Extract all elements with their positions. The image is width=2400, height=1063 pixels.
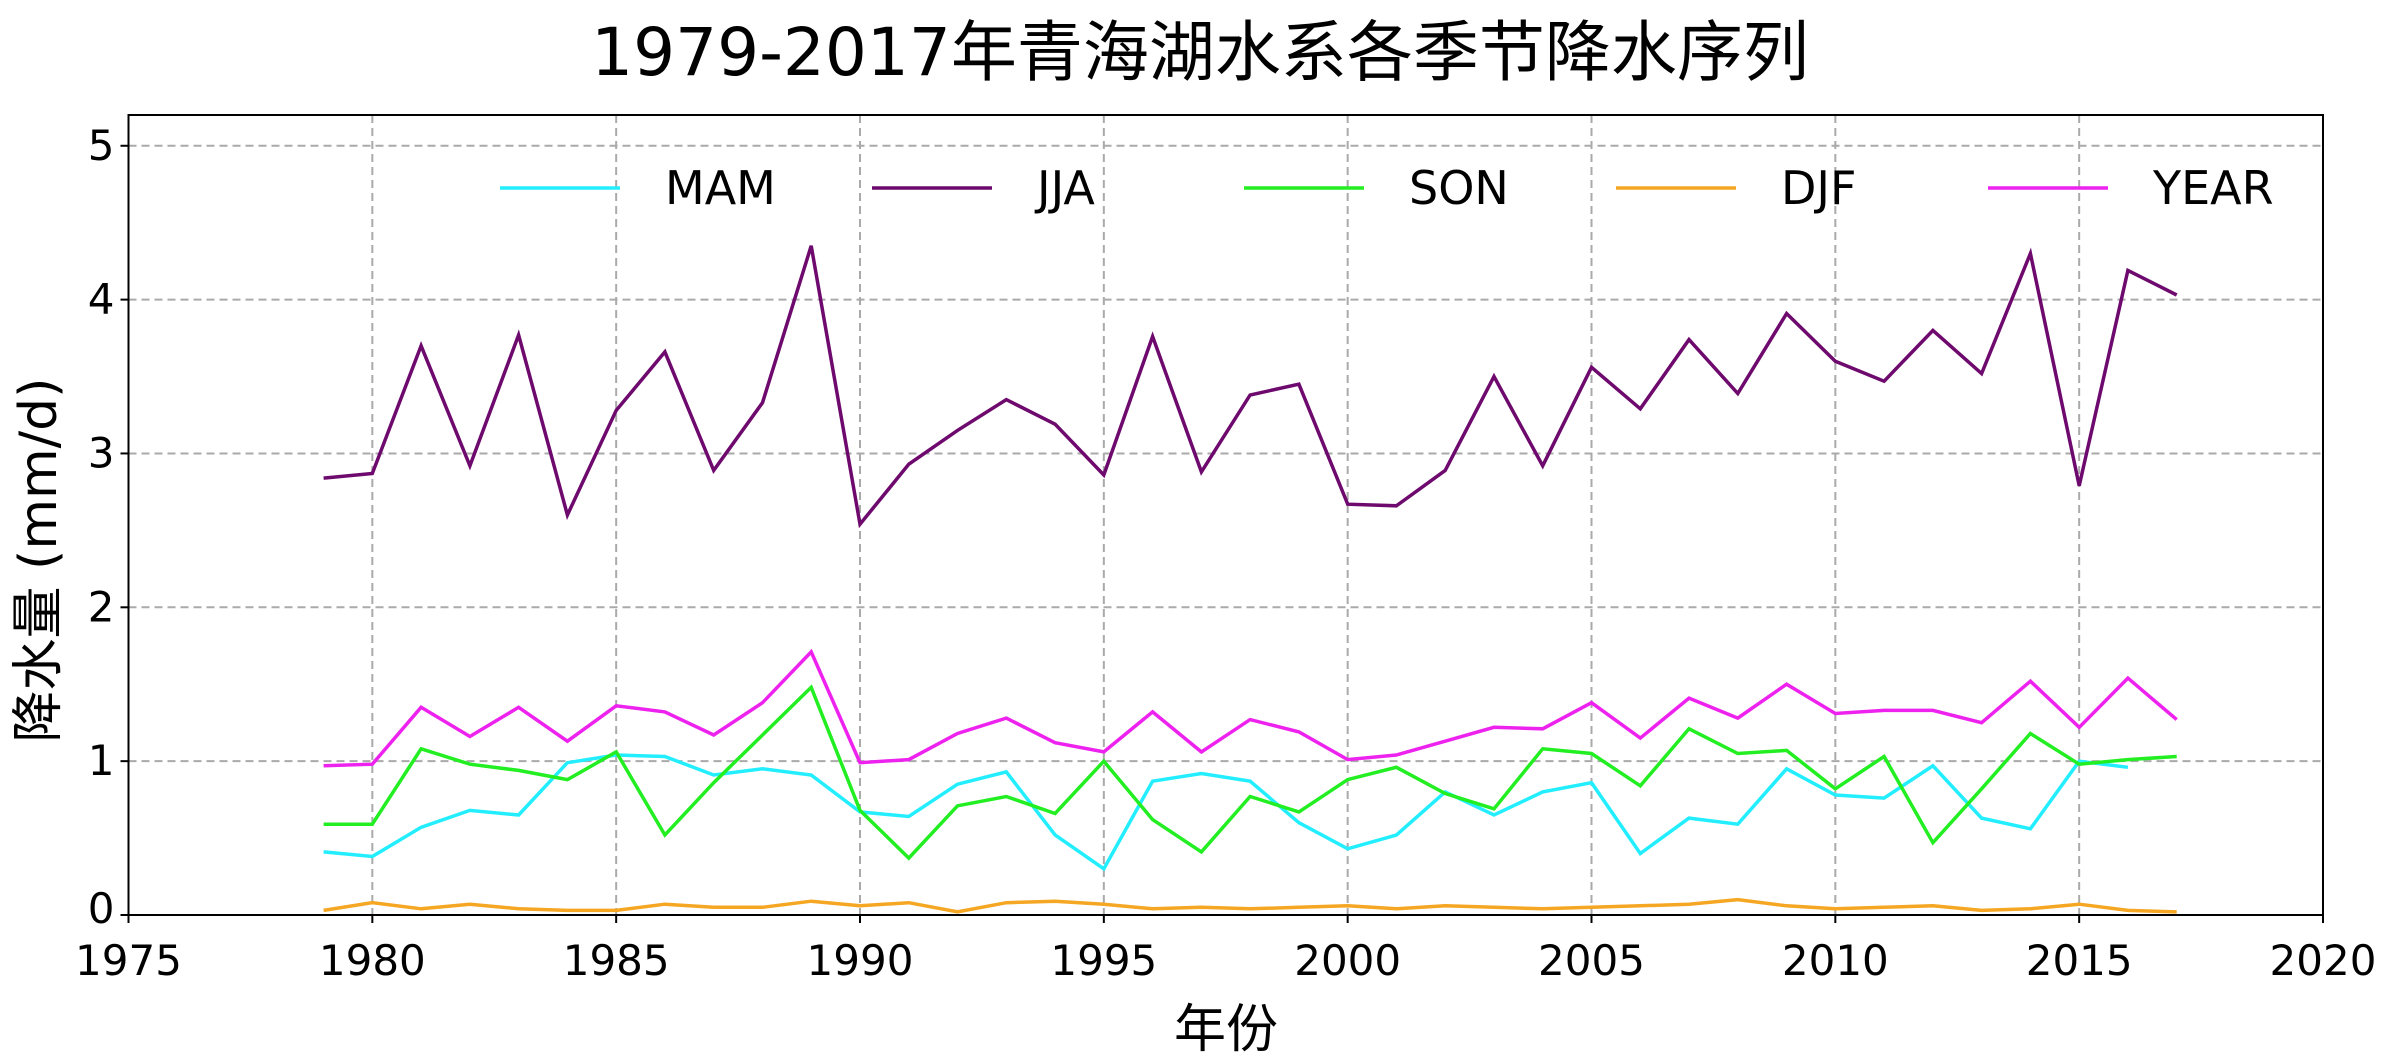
y-tick-label: 1 [88, 736, 115, 785]
x-axis-label: 年份 [1174, 1000, 1278, 1060]
plot-frame [127, 114, 2324, 916]
x-tick-label: 2010 [1782, 936, 1889, 985]
y-axis-ticks: 0 1 2 3 4 5 [88, 121, 129, 933]
series-line-year [323, 648, 2178, 768]
x-tick-label: 2005 [1538, 936, 1645, 985]
grid [128, 115, 2323, 915]
y-tick-label: 0 [88, 884, 115, 933]
x-axis-ticks: 1975 1980 1985 1990 1995 2000 2005 2010 2015 2020 [75, 915, 2376, 985]
series-line-djf [323, 897, 2177, 914]
x-tick-label: 1990 [807, 936, 914, 985]
x-tick-label: 2020 [2270, 936, 2377, 985]
legend: MAM JJA SON DJF YEAR [500, 161, 2274, 215]
legend-label-mam: MAM [665, 161, 776, 215]
y-tick-label: 2 [88, 582, 115, 631]
series-line-mam [323, 753, 2129, 872]
y-tick-label: 3 [88, 428, 115, 477]
x-tick-label: 1980 [319, 936, 426, 985]
legend-label-djf: DJF [1781, 161, 1856, 215]
y-tick-label: 5 [88, 121, 115, 170]
chart-title: 1979-2017年青海湖水系各季节降水序列 [591, 14, 1809, 91]
legend-label-jja: JJA [1034, 161, 1095, 215]
series-line-son [323, 684, 2177, 861]
legend-label-year: YEAR [2152, 161, 2274, 215]
y-tick-label: 4 [88, 275, 115, 324]
x-tick-label: 1975 [75, 936, 182, 985]
series-line-jja [323, 245, 2178, 529]
series-lines [323, 245, 2178, 914]
x-tick-label: 1995 [1050, 936, 1157, 985]
x-tick-label: 2015 [2026, 936, 2133, 985]
y-axis-label: 降水量 (mm/d) [9, 378, 69, 743]
legend-label-son: SON [1409, 161, 1509, 215]
x-tick-label: 1985 [563, 936, 670, 985]
x-tick-label: 2000 [1294, 936, 1401, 985]
